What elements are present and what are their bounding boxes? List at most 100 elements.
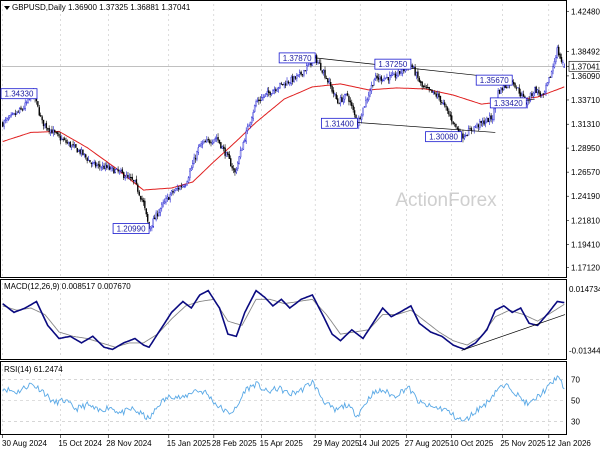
candle-body — [441, 102, 443, 104]
candle-body — [24, 102, 26, 109]
current-price-label: 1.37041 — [571, 62, 600, 71]
price-annotation-label: 1.30080 — [429, 133, 458, 142]
candle-body — [474, 126, 477, 128]
candle-body — [505, 87, 508, 89]
date-tick-label: 29 May 2025 — [313, 439, 360, 448]
candle-body — [538, 90, 540, 94]
price-annotation-box — [320, 117, 358, 129]
candle-body — [429, 89, 432, 91]
candle-body — [353, 110, 356, 115]
candle-body — [108, 166, 111, 170]
candle-body — [65, 140, 67, 143]
macd-title: MACD(12,26,9) 0.008517 0.007670 — [4, 282, 131, 291]
rsi-tick-label: 30 — [571, 418, 580, 427]
candle-body — [210, 142, 212, 144]
candle-body — [73, 144, 76, 147]
candle-body — [124, 177, 126, 179]
candle-body — [27, 98, 29, 103]
candle-body — [348, 95, 350, 102]
candle-body — [230, 158, 232, 167]
candle-body — [477, 124, 480, 128]
candle-body — [341, 97, 343, 102]
candle-body — [445, 105, 447, 108]
candle-body — [214, 138, 216, 140]
candle-body — [234, 168, 236, 173]
candle-body — [300, 71, 302, 75]
candle-body — [118, 170, 121, 173]
candle-body — [72, 143, 74, 146]
candle-body — [61, 138, 63, 140]
macd-signal-line — [2, 298, 565, 348]
candle-body — [163, 201, 166, 204]
candle-body — [501, 87, 504, 91]
candle-body — [446, 107, 449, 111]
candle-body — [196, 151, 198, 160]
candle-body — [3, 120, 5, 127]
price-annotation-label: 1.34330 — [5, 90, 34, 99]
price-tick-label: 1.28950 — [571, 144, 600, 153]
candle-body — [183, 185, 185, 187]
candle-body — [37, 101, 39, 107]
candle-body — [237, 162, 239, 170]
candle-body — [543, 91, 546, 94]
candle-body — [184, 185, 187, 187]
candle-body — [156, 213, 159, 217]
candle-body — [127, 174, 129, 177]
candle-body — [325, 77, 328, 79]
price-annotation-label: 1.35670 — [480, 76, 509, 85]
price-tick-label: 1.42480 — [571, 7, 600, 16]
candle-body — [7, 117, 10, 120]
candle-body — [275, 89, 277, 91]
candle-body — [179, 186, 181, 191]
candle-body — [232, 168, 235, 170]
candle-body — [418, 77, 421, 82]
candle-body — [282, 84, 284, 86]
candle-body — [535, 86, 537, 94]
candle-body — [469, 128, 471, 130]
candle-body — [265, 93, 267, 95]
candle-body — [158, 212, 160, 216]
candle-body — [536, 89, 539, 93]
candle-body — [255, 101, 257, 106]
candle-body — [386, 76, 388, 78]
candle-body — [92, 162, 94, 164]
candle-body — [201, 142, 204, 145]
candle-body — [273, 89, 276, 92]
candle-body — [467, 128, 470, 136]
candle-body — [248, 125, 250, 127]
candle-body — [218, 139, 221, 144]
candle-body — [546, 82, 549, 86]
watermark-layer: ActionForex — [395, 190, 497, 211]
candle-body — [481, 120, 484, 124]
candle-body — [553, 61, 556, 68]
candle-body — [38, 107, 40, 116]
candle-body — [563, 66, 565, 68]
candle-body — [391, 73, 394, 76]
candle-body — [180, 186, 183, 188]
price-annotation-box — [374, 58, 412, 70]
candle-body — [413, 66, 415, 68]
candle-body — [131, 176, 133, 180]
candle-body — [303, 70, 305, 76]
candle-body — [85, 154, 87, 158]
candle-body — [193, 157, 195, 165]
candle-body — [365, 100, 367, 108]
candle-body — [318, 62, 321, 64]
price-tick-label: 1.31310 — [571, 120, 600, 129]
candle-body — [294, 76, 297, 79]
candle-body — [166, 196, 169, 199]
candle-body — [521, 93, 523, 96]
candle-body — [80, 149, 83, 154]
candle-body — [227, 152, 229, 155]
candle-body — [130, 177, 132, 179]
candle-body — [372, 84, 374, 86]
candle-body — [194, 157, 197, 160]
candle-body — [253, 105, 256, 112]
candle-body — [431, 89, 433, 93]
candle-body — [256, 100, 259, 102]
candle-body — [435, 93, 437, 97]
candle-body — [301, 73, 304, 76]
candle-body — [322, 70, 325, 73]
candle-body — [17, 111, 19, 113]
candle-body — [107, 165, 109, 169]
